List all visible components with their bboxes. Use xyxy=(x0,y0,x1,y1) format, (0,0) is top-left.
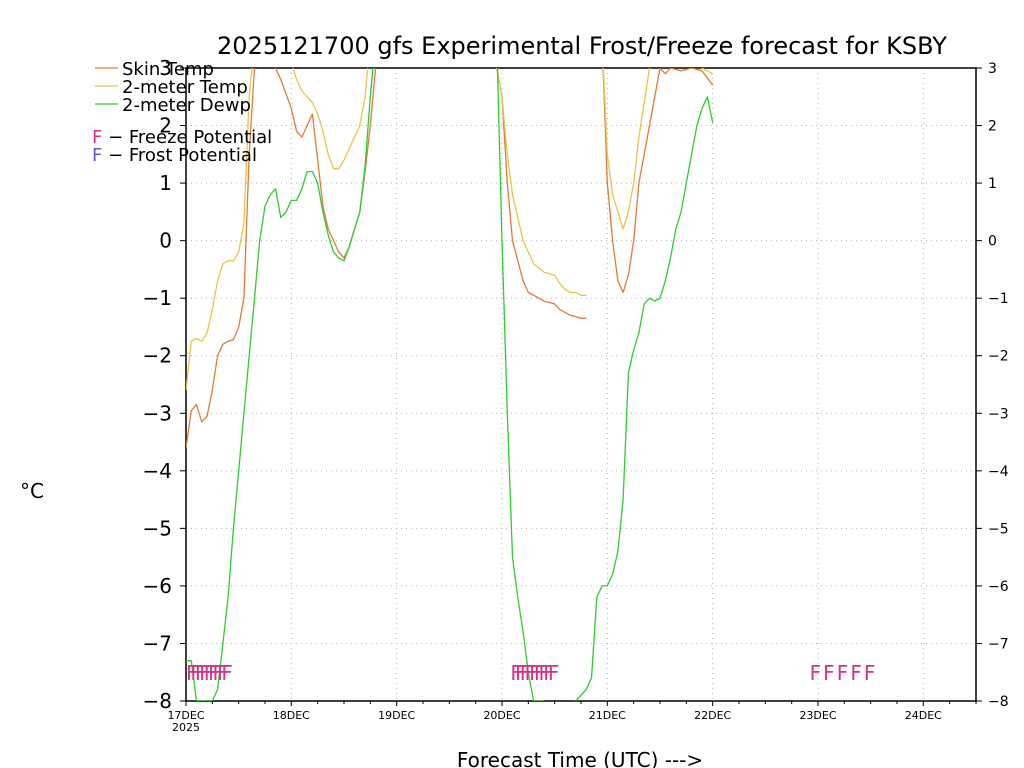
y-tick-label-right: 3 xyxy=(988,61,997,77)
y-tick-label-left: −8 xyxy=(143,689,172,713)
legend-label: 2-meter Dewp xyxy=(122,95,251,116)
freeze-marker: F xyxy=(539,661,551,685)
y-tick-label-left: −1 xyxy=(143,286,172,310)
freeze-marker: F xyxy=(213,661,225,685)
y-tick-label-left: −4 xyxy=(143,459,172,483)
freeze-marker: F xyxy=(543,661,555,685)
series-line-2-meter-dewp xyxy=(186,68,714,701)
freeze-marker: F xyxy=(204,661,216,685)
y-tick-label-left: −6 xyxy=(143,574,172,598)
y-tick-label-right: 2 xyxy=(988,119,997,135)
y-tick-label-right: −8 xyxy=(988,694,1009,710)
y-axis-left: 3 2 1 0 −1 −2 −3 −4 −5 −6 −7 −8 xyxy=(143,56,186,713)
y-tick-label-right: −3 xyxy=(988,406,1009,422)
freeze-marker: F xyxy=(823,661,835,685)
x-tick-label: 19DEC xyxy=(378,709,415,722)
freeze-marker: F xyxy=(520,661,532,685)
series-line-skin-temp xyxy=(186,68,714,448)
freeze-marker: F xyxy=(221,661,233,685)
freeze-marker: F xyxy=(529,661,541,685)
x-tick-label: 24DEC xyxy=(905,709,942,722)
freeze-marker: F xyxy=(199,661,211,685)
freeze-marker: F xyxy=(837,661,849,685)
freeze-marker: F xyxy=(864,661,876,685)
series-layer xyxy=(186,68,714,701)
y-tick-label-right: −5 xyxy=(988,521,1009,537)
x-tick-label: 22DEC xyxy=(694,709,731,722)
x-axis-label: Forecast Time (UTC) ---> xyxy=(457,748,703,768)
freeze-marker: F xyxy=(524,661,536,685)
y-tick-label-right: −6 xyxy=(988,579,1009,595)
plot-frame xyxy=(185,67,977,702)
y-tick-label-left: −3 xyxy=(143,401,172,425)
potential-legend-marker: F xyxy=(92,127,102,148)
x-tick-label: 17DEC xyxy=(167,709,204,722)
x-tick-label: 23DEC xyxy=(799,709,836,722)
potential-legend-entry: F − Freeze Potential xyxy=(92,127,272,148)
y-tick-label-left: 3 xyxy=(159,56,172,80)
y-tick-label-left: 1 xyxy=(159,171,172,195)
x-axis: 17DEC 18DEC 19DEC 20DEC 21DEC 22DEC 23DEC 24DEC xyxy=(167,701,977,722)
y-tick-label-left: 0 xyxy=(159,229,172,253)
y-tick-label-left: −2 xyxy=(143,344,172,368)
y-tick-label-right: −7 xyxy=(988,636,1009,652)
potential-legend-entry: F − Frost Potential xyxy=(92,145,257,166)
x-tick-label: 21DEC xyxy=(589,709,626,722)
freeze-marker: F xyxy=(190,661,202,685)
freeze-marker: F xyxy=(195,661,207,685)
freeze-marker: F xyxy=(186,661,198,685)
x-year-label: 2025 xyxy=(172,721,200,734)
x-tick-label: 18DEC xyxy=(273,709,310,722)
freeze-marker: F xyxy=(534,661,546,685)
potential-legend-marker: F xyxy=(92,145,102,166)
y-tick-label-right: 1 xyxy=(988,176,997,192)
freeze-marker: F xyxy=(515,661,527,685)
legend-label: Skin Temp xyxy=(122,59,214,80)
chart-title: 2025121700 gfs Experimental Frost/Freeze… xyxy=(217,32,947,60)
series-line-2-meter-temp xyxy=(186,68,714,391)
freeze-marker: F xyxy=(510,661,522,685)
legend-label: 2-meter Temp xyxy=(122,77,248,98)
grid xyxy=(186,68,976,701)
potential-legend-text: − Frost Potential xyxy=(102,145,257,166)
freeze-marker: F xyxy=(548,661,560,685)
y-axis-right: 3 2 1 0 −1 −2 −3 −4 −5 −6 −7 −8 xyxy=(976,61,1009,710)
y-axis-label: °C xyxy=(20,479,44,503)
y-tick-label-right: −1 xyxy=(988,291,1009,307)
y-tick-label-left: 2 xyxy=(159,114,172,138)
y-tick-label-right: −2 xyxy=(988,349,1009,365)
y-tick-label-left: −7 xyxy=(143,631,172,655)
x-tick-label: 20DEC xyxy=(483,709,520,722)
y-tick-label-left: −5 xyxy=(143,516,172,540)
freeze-marker: F xyxy=(217,661,229,685)
potential-legend-text: − Freeze Potential xyxy=(102,127,272,148)
freeze-marker: F xyxy=(810,661,822,685)
y-tick-label-right: −4 xyxy=(988,464,1009,480)
freeze-marker: F xyxy=(850,661,862,685)
freeze-marker: F xyxy=(208,661,220,685)
y-tick-label-right: 0 xyxy=(988,234,997,250)
